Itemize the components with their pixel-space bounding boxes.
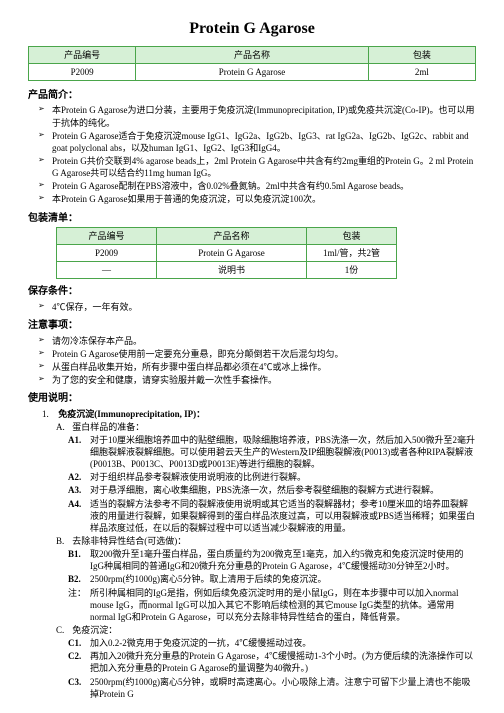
list-item: A1. 对于10厘米细胞培养皿中的贴壁细胞，吸除细胞培养液，PBS洗涤一次，然后加… xyxy=(68,434,476,470)
sub-list-c: C1. 加入0.2-2微克用于免疫沉淀的一抗，4℃缓慢摇动过夜。 C2. 再加入20… xyxy=(42,637,476,700)
item-tag: B2. xyxy=(68,573,81,585)
list-item: 从蛋白样品收集开始，所有步骤中蛋白样品都必须在4℃或冰上操作。 xyxy=(42,361,476,373)
section-storage-head: 保存条件： xyxy=(28,285,476,299)
item-text: 2500rpm(约1000g)离心5分钟，或瞬时高速离心。小心吸除上清。注意宁可… xyxy=(90,677,471,699)
list-item: A3. 对于悬浮细胞，离心收集细胞，PBS洗涤一次，然后参考裂壁细胞的裂解方式进行… xyxy=(68,484,476,496)
item-title: 免疫沉淀(Immunoprecipitation, IP)： xyxy=(58,409,205,419)
table-header: 产品编号 xyxy=(57,228,157,245)
item-tag: A4. xyxy=(68,498,81,510)
list-item: Protein G Agarose使用前一定要充分重悬，即充分颠倒若干次后混匀均… xyxy=(42,348,476,360)
item-text: 所引种属相同的IgG是指，例如后续免疫沉淀时用的是小鼠IgG，则在本步骤中可以加… xyxy=(90,588,459,622)
section-packaging-head: 包装清单： xyxy=(28,212,476,226)
table-cell: 1份 xyxy=(307,262,397,279)
section-usage-head: 使用说明： xyxy=(28,392,476,406)
list-item: A2. 对于组织样品参考裂解液使用说明液的比例进行裂解。 xyxy=(68,471,476,483)
list-item: 注： 所引种属相同的IgG是指，例如后续免疫沉淀时用的是小鼠IgG，则在本步骤中可… xyxy=(68,587,476,623)
packaging-table: 产品编号 产品名称 包装 P2009 Protein G Agarose 1ml… xyxy=(56,227,397,279)
item-tag: 注： xyxy=(68,587,86,599)
caution-list: 请勿冷冻保存本产品。 Protein G Agarose使用前一定要充分重悬，即… xyxy=(28,335,476,387)
item-tag: A3. xyxy=(68,484,81,496)
table-header: 产品名称 xyxy=(157,228,307,245)
list-item: C3. 2500rpm(约1000g)离心5分钟，或瞬时高速离心。小心吸除上清。注… xyxy=(68,676,476,700)
list-item: 1. 免疫沉淀(Immunoprecipitation, IP)： xyxy=(42,408,476,420)
product-table: 产品编号 产品名称 包装 P2009 Protein G Agarose 2ml xyxy=(28,46,476,81)
table-header: 产品名称 xyxy=(136,46,368,63)
table-cell: 1ml/管，共2管 xyxy=(307,245,397,262)
list-item: A4. 适当的裂解方法参考不同的裂解液使用说明或其它适当的裂解器材；参考10厘米皿… xyxy=(68,498,476,534)
list-item: C2. 再加入20微升充分重悬的Protein G Agarose，4℃缓慢摇动1… xyxy=(68,650,476,674)
list-item: 为了您的安全和健康，请穿实验服并戴一次性手套操作。 xyxy=(42,374,476,386)
usage-list: 1. 免疫沉淀(Immunoprecipitation, IP)： A. 蛋白样… xyxy=(28,408,476,700)
table-header: 包装 xyxy=(307,228,397,245)
item-number: A. xyxy=(56,421,70,433)
item-text: 对于组织样品参考裂解液使用说明液的比例进行裂解。 xyxy=(90,472,306,482)
list-item: B. 去除非特异性结合(可选做)： xyxy=(42,535,476,547)
table-cell: P2009 xyxy=(29,63,136,80)
item-tag: B1. xyxy=(68,548,81,560)
item-tag: C3. xyxy=(68,676,81,688)
item-text: 取200微升至1毫升蛋白样品，蛋白质量约为200微克至1毫克，加入约5微克和免疫… xyxy=(90,549,464,571)
list-item: 本Protein G Agarose如果用于普通的免疫沉淀，可以免疫沉淀100次… xyxy=(42,193,476,205)
table-cell: 2ml xyxy=(368,63,475,80)
item-tag: C2. xyxy=(68,650,81,662)
item-text: 去除非特异性结合(可选做)： xyxy=(72,536,186,546)
list-item: A. 蛋白样品的准备： xyxy=(42,421,476,433)
item-number: C. xyxy=(56,624,70,636)
item-text: 加入0.2-2微克用于免疫沉淀的一抗，4℃缓慢摇动过夜。 xyxy=(90,638,311,648)
list-item: C1. 加入0.2-2微克用于免疫沉淀的一抗，4℃缓慢摇动过夜。 xyxy=(68,637,476,649)
item-text: 再加入20微升充分重悬的Protein G Agarose，4℃缓慢摇动1-3个… xyxy=(90,651,473,673)
list-item: 本Protein G Agarose为进口分装，主要用于免疫沉淀(Immunop… xyxy=(42,104,476,128)
page-title: Protein G Agarose xyxy=(28,18,476,40)
list-item: Protein G共价交联到4% agarose beads上，2ml Prot… xyxy=(42,155,476,179)
list-item: Protein G Agarose配制在PBS溶液中，含0.02%叠氮钠。2ml… xyxy=(42,180,476,192)
storage-list: 4℃保存，一年有效。 xyxy=(28,301,476,313)
section-intro-head: 产品简介： xyxy=(28,89,476,103)
table-cell: 说明书 xyxy=(157,262,307,279)
list-item: B1. 取200微升至1毫升蛋白样品，蛋白质量约为200微克至1毫克，加入约5微克… xyxy=(68,548,476,572)
list-item: Protein G Agarose适合于免疫沉淀mouse IgG1、IgG2a… xyxy=(42,130,476,154)
table-cell: — xyxy=(57,262,157,279)
sub-list-b: B1. 取200微升至1毫升蛋白样品，蛋白质量约为200微克至1毫克，加入约5微克… xyxy=(42,548,476,623)
table-cell: Protein G Agarose xyxy=(136,63,368,80)
item-text: 2500rpm(约1000g)离心5分钟。取上清用于后续的免疫沉淀。 xyxy=(90,574,327,584)
sub-list-a: A1. 对于10厘米细胞培养皿中的贴壁细胞，吸除细胞培养液，PBS洗涤一次，然后加… xyxy=(42,434,476,534)
item-text: 免疫沉淀： xyxy=(72,625,117,635)
item-number: B. xyxy=(56,535,70,547)
list-item: B2. 2500rpm(约1000g)离心5分钟。取上清用于后续的免疫沉淀。 xyxy=(68,573,476,585)
table-cell: P2009 xyxy=(57,245,157,262)
item-tag: C1. xyxy=(68,637,81,649)
section-caution-head: 注意事项： xyxy=(28,319,476,333)
list-item: 4℃保存，一年有效。 xyxy=(42,301,476,313)
item-number: 1. xyxy=(42,408,56,420)
intro-list: 本Protein G Agarose为进口分装，主要用于免疫沉淀(Immunop… xyxy=(28,104,476,205)
list-item: 请勿冷冻保存本产品。 xyxy=(42,335,476,347)
item-tag: A2. xyxy=(68,471,81,483)
table-header: 包装 xyxy=(368,46,475,63)
item-text: 对于10厘米细胞培养皿中的贴壁细胞，吸除细胞培养液，PBS洗涤一次，然后加入50… xyxy=(90,435,475,469)
table-header: 产品编号 xyxy=(29,46,136,63)
item-text: 适当的裂解方法参考不同的裂解液使用说明或其它适当的裂解器材；参考10厘米皿的培养… xyxy=(90,499,475,533)
item-text: 蛋白样品的准备： xyxy=(72,422,144,432)
item-text: 对于悬浮细胞，离心收集细胞，PBS洗涤一次，然后参考裂壁细胞的裂解方式进行裂解。 xyxy=(90,485,439,495)
list-item: C. 免疫沉淀： xyxy=(42,624,476,636)
item-tag: A1. xyxy=(68,434,81,446)
table-cell: Protein G Agarose xyxy=(157,245,307,262)
